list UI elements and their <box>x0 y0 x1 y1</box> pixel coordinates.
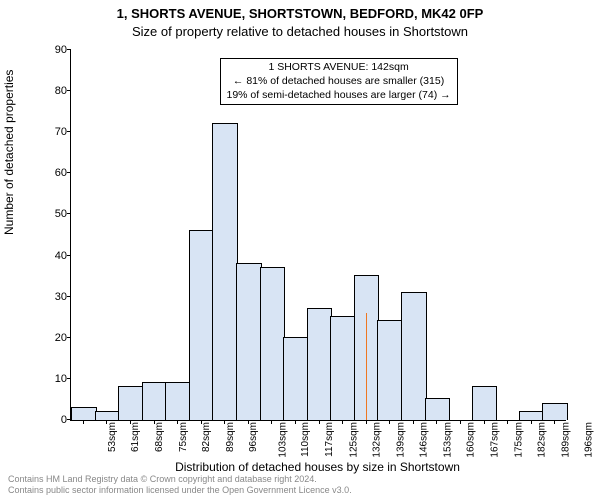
x-tick-mark <box>342 420 343 424</box>
x-tick-label: 75sqm <box>178 422 189 452</box>
y-tick-label: 70 <box>55 126 67 138</box>
y-tick-label: 90 <box>55 44 67 56</box>
x-tick-label: 153sqm <box>442 422 453 458</box>
x-tick-mark <box>531 420 532 424</box>
x-tick-mark <box>389 420 390 424</box>
y-tick-mark <box>67 131 71 132</box>
x-tick-mark <box>366 420 367 424</box>
y-axis-label: Number of detached properties <box>2 70 16 235</box>
x-tick-label: 175sqm <box>513 422 524 458</box>
x-tick-label: 160sqm <box>466 422 477 458</box>
x-tick-label: 139sqm <box>395 422 406 458</box>
y-tick-mark <box>67 296 71 297</box>
footer-line-1: Contains HM Land Registry data © Crown c… <box>8 474 352 485</box>
histogram-bar <box>142 382 168 420</box>
plot-area: 010203040506070809053sqm61sqm68sqm75sqm8… <box>70 50 566 421</box>
x-tick-mark <box>177 420 178 424</box>
x-tick-label: 96sqm <box>248 422 259 452</box>
x-tick-mark <box>224 420 225 424</box>
y-tick-mark <box>67 172 71 173</box>
x-tick-mark <box>106 420 107 424</box>
x-tick-mark <box>248 420 249 424</box>
x-tick-mark <box>436 420 437 424</box>
x-tick-mark <box>271 420 272 424</box>
x-axis-label: Distribution of detached houses by size … <box>70 460 565 474</box>
x-tick-label: 110sqm <box>300 422 311 457</box>
x-tick-label: 146sqm <box>419 422 430 458</box>
x-tick-mark <box>507 420 508 424</box>
footer-attribution: Contains HM Land Registry data © Crown c… <box>8 474 352 497</box>
histogram-bar <box>95 411 121 420</box>
x-tick-label: 82sqm <box>201 422 212 452</box>
annotation-line: 1 SHORTS AVENUE: 142sqm <box>227 61 451 75</box>
chart-supertitle: 1, SHORTS AVENUE, SHORTSTOWN, BEDFORD, M… <box>0 6 600 21</box>
y-tick-mark <box>67 337 71 338</box>
footer-line-2: Contains public sector information licen… <box>8 485 352 496</box>
x-tick-mark <box>460 420 461 424</box>
y-tick-mark <box>67 49 71 50</box>
y-tick-label: 10 <box>55 373 67 385</box>
histogram-bar <box>118 386 144 420</box>
histogram-bar <box>330 316 356 420</box>
x-tick-label: 117sqm <box>324 422 335 457</box>
histogram-bar <box>189 230 215 420</box>
x-tick-mark <box>130 420 131 424</box>
x-tick-mark <box>201 420 202 424</box>
x-tick-label: 132sqm <box>372 422 383 458</box>
x-tick-mark <box>554 420 555 424</box>
annotation-line: ← 81% of detached houses are smaller (31… <box>227 75 451 89</box>
y-tick-label: 30 <box>55 291 67 303</box>
annotation-box: 1 SHORTS AVENUE: 142sqm← 81% of detached… <box>220 58 458 105</box>
histogram-bar <box>71 407 97 420</box>
x-tick-label: 167sqm <box>490 422 501 458</box>
x-tick-label: 68sqm <box>154 422 165 452</box>
histogram-bar <box>425 398 451 420</box>
x-tick-label: 196sqm <box>584 422 595 458</box>
x-tick-mark <box>413 420 414 424</box>
x-tick-label: 125sqm <box>348 422 359 458</box>
x-tick-label: 89sqm <box>225 422 236 452</box>
annotation-line: 19% of semi-detached houses are larger (… <box>227 89 451 103</box>
y-tick-mark <box>67 255 71 256</box>
y-tick-label: 40 <box>55 250 67 262</box>
x-tick-mark <box>484 420 485 424</box>
y-tick-mark <box>67 90 71 91</box>
x-tick-mark <box>319 420 320 424</box>
x-tick-label: 53sqm <box>107 422 118 452</box>
y-tick-mark <box>67 378 71 379</box>
x-tick-mark <box>154 420 155 424</box>
x-tick-mark <box>83 420 84 424</box>
histogram-bar <box>260 267 286 420</box>
y-tick-label: 0 <box>61 414 67 426</box>
y-tick-label: 60 <box>55 167 67 179</box>
histogram-bar <box>519 411 545 420</box>
histogram-bar <box>401 292 427 420</box>
x-tick-mark <box>295 420 296 424</box>
histogram-bar <box>472 386 498 420</box>
y-tick-label: 20 <box>55 332 67 344</box>
histogram-bar <box>236 263 262 420</box>
chart-container: 1, SHORTS AVENUE, SHORTSTOWN, BEDFORD, M… <box>0 0 600 500</box>
histogram-bar <box>377 320 403 420</box>
x-tick-label: 103sqm <box>277 422 288 458</box>
histogram-bar <box>307 308 333 420</box>
histogram-bar <box>542 403 568 420</box>
x-tick-label: 61sqm <box>130 422 141 452</box>
y-tick-label: 50 <box>55 208 67 220</box>
subject-marker-line <box>366 313 367 420</box>
histogram-bar <box>283 337 309 420</box>
y-tick-mark <box>67 213 71 214</box>
x-tick-label: 189sqm <box>560 422 571 458</box>
histogram-bar <box>165 382 191 420</box>
histogram-bar <box>212 123 238 420</box>
y-tick-label: 80 <box>55 85 67 97</box>
x-tick-label: 182sqm <box>537 422 548 458</box>
chart-title: Size of property relative to detached ho… <box>0 24 600 39</box>
